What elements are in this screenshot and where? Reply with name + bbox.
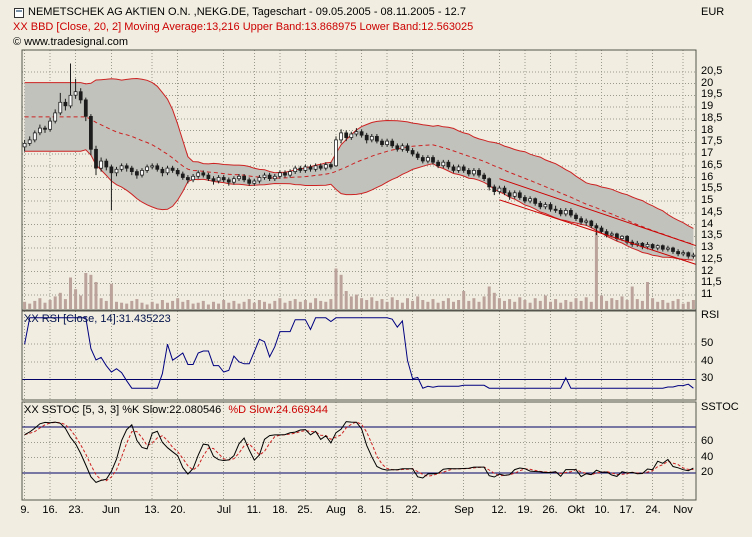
volume-layer (23, 232, 695, 309)
x-tick-label: 12. (491, 504, 507, 516)
price-tick-label: 16 (701, 171, 714, 183)
sstoc-tick-label: 20 (701, 466, 714, 478)
rsi-indicator-label: XX RSI [Close, 14]:31.435223 (24, 313, 171, 325)
copyright-label: © www.tradesignal.com (13, 36, 129, 48)
x-tick-label: 15. (379, 504, 395, 516)
price-tick-label: 17,5 (701, 135, 723, 147)
sstoc-layer (22, 421, 696, 483)
sstoc-tick-label: 60 (701, 435, 714, 447)
bollinger-indicator-label: XX BBD [Close, 20, 2] Moving Average:13,… (13, 21, 474, 33)
price-tick-label: 14 (701, 218, 714, 230)
sstoc-tick-label: 40 (701, 451, 714, 463)
price-tick-label: 18,5 (701, 112, 723, 124)
price-tick-label: 12,5 (701, 253, 723, 265)
price-tick-label: 20,5 (701, 65, 723, 77)
x-tick-label: Aug (326, 504, 346, 516)
price-tick-label: 19,5 (701, 88, 723, 100)
sstoc-indicator-label: XX SSTOC [5, 3, 3] %K Slow:22.080546 %D … (24, 404, 328, 416)
x-tick-label: Jun (102, 504, 120, 516)
borders-layer (21, 49, 697, 501)
rsi-layer (22, 317, 696, 389)
price-tick-label: 18 (701, 124, 714, 136)
rsi-axis-title: RSI (701, 309, 720, 321)
x-tick-label: 24. (645, 504, 661, 516)
price-tick-label: 16,5 (701, 159, 723, 171)
price-tick-label: 19 (701, 100, 714, 112)
x-tick-label: 16. (42, 504, 58, 516)
x-tick-label: 25. (297, 504, 313, 516)
x-tick-label: 18. (272, 504, 288, 516)
x-tick-label: Okt (567, 504, 585, 516)
sstoc-d-label: %D Slow:24.669344 (228, 404, 329, 416)
x-tick-label: 19. (517, 504, 533, 516)
x-tick-label: 13. (144, 504, 160, 516)
sstoc-k-label: XX SSTOC [5, 3, 3] %K Slow:22.080546 (24, 404, 222, 416)
price-tick-label: 15,5 (701, 182, 723, 194)
price-tick-label: 12 (701, 265, 714, 277)
chart-title: NEMETSCHEK AG AKTIEN O.N. ,NEKG.DE, Tage… (28, 6, 466, 18)
x-tick-label: 23. (68, 504, 84, 516)
x-tick-label: Sep (454, 504, 474, 516)
x-tick-label: 9. (20, 504, 30, 516)
candles-layer (22, 63, 696, 259)
price-axis-unit: EUR (701, 6, 725, 18)
rsi-tick-label: 40 (701, 355, 714, 367)
price-tick-label: 11 (701, 288, 713, 300)
price-tick-label: 17 (701, 147, 714, 159)
x-tick-label: 11. (246, 504, 262, 516)
x-tick-label: 10. (594, 504, 610, 516)
price-tick-label: 20 (701, 77, 714, 89)
bollinger-band-layer (24, 77, 694, 261)
x-tick-label: Nov (673, 504, 693, 516)
trendline-layer (499, 178, 697, 265)
price-tick-label: 14,5 (701, 206, 723, 218)
chart-window-icon[interactable] (14, 8, 24, 18)
price-tick-label: 11,5 (701, 276, 722, 288)
x-tick-label: 22. (405, 504, 421, 516)
x-tick-label: 26. (542, 504, 558, 516)
x-tick-label: 8. (357, 504, 367, 516)
x-tick-label: 20. (170, 504, 186, 516)
rsi-tick-label: 50 (701, 337, 714, 349)
price-tick-label: 13 (701, 241, 714, 253)
rsi-tick-label: 30 (701, 372, 714, 384)
price-tick-label: 15 (701, 194, 714, 206)
x-tick-label: 17. (619, 504, 635, 516)
price-tick-label: 13,5 (701, 229, 723, 241)
x-tick-label: Jul (216, 504, 232, 516)
sstoc-axis-title: SSTOC (701, 401, 739, 413)
